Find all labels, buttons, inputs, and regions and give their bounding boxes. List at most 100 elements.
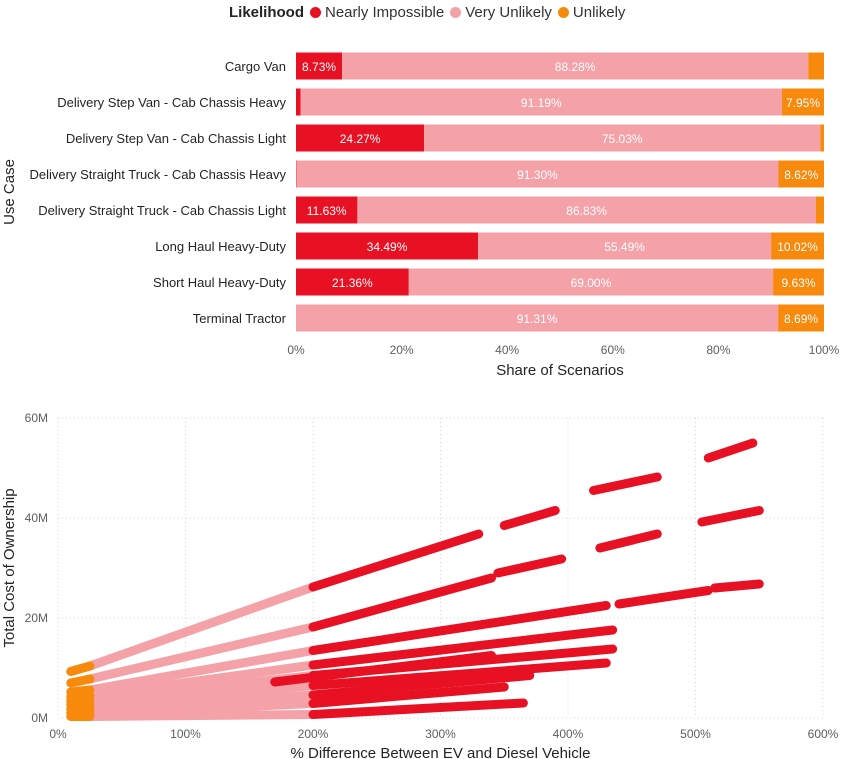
scatter-streak xyxy=(703,438,758,463)
bar-segment xyxy=(773,268,824,296)
scatter-streak xyxy=(308,682,509,708)
data-label: 21.36% xyxy=(332,276,373,290)
data-label: 88.28% xyxy=(555,60,596,74)
legend-dot-icon xyxy=(310,7,321,18)
scatter-streak xyxy=(85,690,318,714)
series-very-unlikely xyxy=(85,582,318,721)
legend-label: Nearly Impossible xyxy=(325,4,445,21)
x-tick-label: 100% xyxy=(809,343,840,357)
y-tick-label: 0M xyxy=(31,711,48,725)
data-label: 7.95% xyxy=(786,96,820,110)
bar-segment xyxy=(408,268,774,296)
y-tick-label: 20M xyxy=(25,611,48,625)
bar-segment xyxy=(771,232,824,260)
category-label: Delivery Step Van - Cab Chassis Light xyxy=(66,131,287,146)
scatter-streak xyxy=(85,646,318,695)
category-label: Terminal Tractor xyxy=(193,311,287,326)
scatter-streak xyxy=(589,472,662,495)
series-nearly-impossible xyxy=(270,438,764,719)
x-tick-label: 100% xyxy=(170,727,201,741)
x-tick-label: 600% xyxy=(808,727,839,741)
legend-title: Likelihood xyxy=(229,4,304,21)
data-label: 75.03% xyxy=(602,132,643,146)
scatter-streak xyxy=(85,660,318,701)
x-tick-label: 20% xyxy=(390,343,414,357)
scatter-streak xyxy=(85,622,318,684)
bar-segment xyxy=(478,232,772,260)
category-label: Delivery Straight Truck - Cab Chassis He… xyxy=(30,167,287,182)
scatter-streak xyxy=(270,651,496,687)
data-label: 9.63% xyxy=(782,276,816,290)
legend-label: Very Unlikely xyxy=(465,4,552,21)
category-label: Delivery Step Van - Cab Chassis Heavy xyxy=(57,95,286,110)
scatter-streak xyxy=(66,674,95,688)
scatter-streak xyxy=(85,710,318,721)
scatter-streak xyxy=(308,529,484,592)
legend-dot-icon xyxy=(450,7,462,18)
bar-segment xyxy=(782,88,824,116)
scatter-streak xyxy=(697,506,764,527)
y-axis-title: Total Cost of Ownership xyxy=(1,488,18,647)
x-tick-label: 40% xyxy=(495,343,519,357)
data-label: 86.83% xyxy=(566,204,607,218)
bar-segment xyxy=(424,124,821,152)
scatter-streak xyxy=(308,601,611,655)
bar-segment xyxy=(296,52,343,80)
bar-segment xyxy=(342,52,809,80)
x-tick-label: 0% xyxy=(287,343,305,357)
chart-legend: Likelihood Nearly Impossible Very Unlike… xyxy=(0,0,850,26)
x-tick-label: 60% xyxy=(601,343,625,357)
y-tick-label: 60M xyxy=(25,411,48,425)
y-tick-label: 40M xyxy=(25,511,48,525)
scatter-streak xyxy=(85,582,318,671)
data-label: 69.00% xyxy=(571,276,612,290)
category-label: Short Haul Heavy-Duty xyxy=(153,275,286,290)
scatter-chart: 0% 100% 200% 300% 400% 500% 600% 0M 20M 40M 60M % D… xyxy=(1,411,839,759)
scatter-streak xyxy=(493,554,567,578)
data-label: 91.31% xyxy=(517,312,558,326)
bar-segment xyxy=(815,196,824,224)
scatter-streak xyxy=(308,625,618,670)
data-label: 55.49% xyxy=(604,240,645,254)
x-tick-label: 80% xyxy=(706,343,730,357)
bar-segment xyxy=(296,124,425,152)
scatter-streak xyxy=(308,671,535,700)
legend-item-very-unlikely[interactable]: Very Unlikely xyxy=(450,4,552,21)
scatter-streak xyxy=(66,685,95,697)
category-label: Long Haul Heavy-Duty xyxy=(155,239,286,254)
x-tick-label: 0% xyxy=(49,727,67,741)
legend-label: Unlikely xyxy=(572,4,626,21)
bar-segment xyxy=(808,52,824,80)
x-axis-title: % Difference Between EV and Diesel Vehic… xyxy=(291,745,591,759)
scatter-streak xyxy=(499,506,560,530)
bar-segment xyxy=(296,232,479,260)
legend-item-unlikely[interactable]: Unlikely xyxy=(557,4,626,21)
data-label: 8.69% xyxy=(784,312,818,326)
category-label: Cargo Van xyxy=(225,59,286,74)
legend-dot-icon xyxy=(557,7,569,18)
data-label: 91.30% xyxy=(517,168,558,182)
bar-segment xyxy=(357,196,816,224)
scatter-streak xyxy=(308,658,611,690)
data-label: 11.63% xyxy=(307,204,347,218)
bar-segment xyxy=(296,196,358,224)
data-label: 91.19% xyxy=(521,96,562,110)
bar-segment xyxy=(300,88,783,116)
scatter-streak xyxy=(308,698,528,719)
scatter-streak xyxy=(85,681,318,710)
x-axis-title: Share of Scenarios xyxy=(496,362,624,379)
bar-segment xyxy=(296,268,409,296)
y-axis-title: Use Case xyxy=(1,159,18,225)
category-label: Delivery Straight Truck - Cab Chassis Li… xyxy=(38,203,286,218)
legend-item-nearly-impossible[interactable]: Nearly Impossible xyxy=(310,4,444,21)
scatter-streak xyxy=(308,573,496,632)
bar-segment xyxy=(296,88,301,116)
series-unlikely xyxy=(66,661,95,721)
bar-segment xyxy=(778,160,824,188)
scatter-streak xyxy=(66,661,95,676)
x-tick-label: 300% xyxy=(425,727,456,741)
bar-segment xyxy=(820,124,824,152)
bar-segment xyxy=(296,304,779,332)
stacked-bar-chart: Cargo Van 8.73% 88.28% Delivery Step Van - … xyxy=(1,52,840,379)
data-label: 8.73% xyxy=(302,60,336,74)
